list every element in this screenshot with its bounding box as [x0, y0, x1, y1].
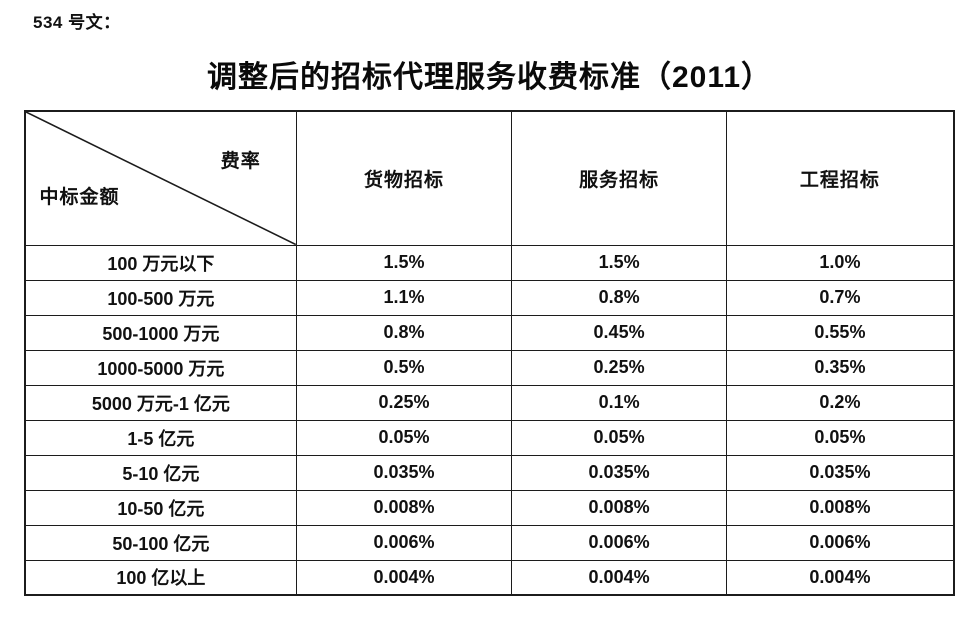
- diagonal-divider-line: [26, 112, 296, 245]
- amount-range-cell: 100 亿以上: [24, 559, 297, 596]
- table-row: 50-100 亿元 0.006% 0.006% 0.006%: [24, 524, 955, 561]
- rate-value-cell: 0.004%: [295, 559, 513, 596]
- rate-value-cell: 0.05%: [511, 419, 727, 456]
- rate-value-cell: 0.004%: [511, 559, 727, 596]
- rate-value-cell: 0.006%: [295, 524, 513, 561]
- amount-range-cell: 100 万元以下: [24, 244, 297, 281]
- amount-range-cell: 1000-5000 万元: [24, 349, 297, 386]
- amount-range-cell: 5-10 亿元: [24, 454, 297, 491]
- rate-value-cell: 0.05%: [295, 419, 513, 456]
- rate-value-cell: 0.8%: [295, 314, 513, 351]
- rate-value-cell: 0.5%: [295, 349, 513, 386]
- rate-value-cell: 1.0%: [725, 244, 955, 281]
- table-row: 5-10 亿元 0.035% 0.035% 0.035%: [24, 454, 955, 491]
- table-row: 100-500 万元 1.1% 0.8% 0.7%: [24, 279, 955, 316]
- document-number-label: 534 号文：: [33, 13, 121, 32]
- rate-value-cell: 0.008%: [725, 489, 955, 526]
- rate-value-cell: 0.008%: [295, 489, 513, 526]
- rate-value-cell: 0.8%: [511, 279, 727, 316]
- table-row: 500-1000 万元 0.8% 0.45% 0.55%: [24, 314, 955, 351]
- amount-range-cell: 1-5 亿元: [24, 419, 297, 456]
- column-header-service-bidding: 服务招标: [511, 110, 727, 246]
- fee-table-body: 100 万元以下 1.5% 1.5% 1.0% 100-500 万元 1.1% 0.8% 0.…: [24, 244, 955, 596]
- rate-value-cell: 0.05%: [725, 419, 955, 456]
- rate-value-cell: 0.35%: [725, 349, 955, 386]
- rate-value-cell: 0.006%: [511, 524, 727, 561]
- diagonal-corner-cell: 费率 中标金额: [24, 110, 297, 246]
- table-header-row: 费率 中标金额 货物招标 服务招标 工程招标: [24, 110, 955, 246]
- corner-amount-label: 中标金额: [39, 186, 120, 208]
- table-row: 1-5 亿元 0.05% 0.05% 0.05%: [24, 419, 955, 456]
- amount-range-cell: 10-50 亿元: [24, 489, 297, 526]
- amount-range-cell: 100-500 万元: [24, 279, 297, 316]
- rate-value-cell: 0.035%: [725, 454, 955, 491]
- rate-value-cell: 0.45%: [511, 314, 727, 351]
- rate-value-cell: 1.1%: [295, 279, 513, 316]
- column-header-engineering-bidding: 工程招标: [725, 110, 955, 246]
- rate-value-cell: 0.7%: [725, 279, 955, 316]
- rate-value-cell: 0.035%: [295, 454, 513, 491]
- page-title: 调整后的招标代理服务收费标准（2011）: [206, 61, 773, 94]
- table-row: 100 亿以上 0.004% 0.004% 0.004%: [24, 559, 955, 596]
- rate-value-cell: 0.006%: [725, 524, 955, 561]
- fee-rate-table: 费率 中标金额 货物招标 服务招标 工程招标 100 万元以下 1.5% 1.5% 1…: [24, 110, 955, 596]
- rate-value-cell: 1.5%: [295, 244, 513, 281]
- amount-range-cell: 50-100 亿元: [24, 524, 297, 561]
- corner-rate-label: 费率: [220, 151, 261, 173]
- table-row: 5000 万元-1 亿元 0.25% 0.1% 0.2%: [24, 384, 955, 421]
- table-row: 1000-5000 万元 0.5% 0.25% 0.35%: [24, 349, 955, 386]
- column-header-goods-bidding: 货物招标: [295, 110, 513, 246]
- rate-value-cell: 0.2%: [725, 384, 955, 421]
- amount-range-cell: 5000 万元-1 亿元: [24, 384, 297, 421]
- rate-value-cell: 0.035%: [511, 454, 727, 491]
- table-row: 100 万元以下 1.5% 1.5% 1.0%: [24, 244, 955, 281]
- table-row: 10-50 亿元 0.008% 0.008% 0.008%: [24, 489, 955, 526]
- rate-value-cell: 0.1%: [511, 384, 727, 421]
- rate-value-cell: 0.004%: [725, 559, 955, 596]
- amount-range-cell: 500-1000 万元: [24, 314, 297, 351]
- rate-value-cell: 0.25%: [295, 384, 513, 421]
- rate-value-cell: 0.008%: [511, 489, 727, 526]
- rate-value-cell: 0.25%: [511, 349, 727, 386]
- rate-value-cell: 1.5%: [511, 244, 727, 281]
- rate-value-cell: 0.55%: [725, 314, 955, 351]
